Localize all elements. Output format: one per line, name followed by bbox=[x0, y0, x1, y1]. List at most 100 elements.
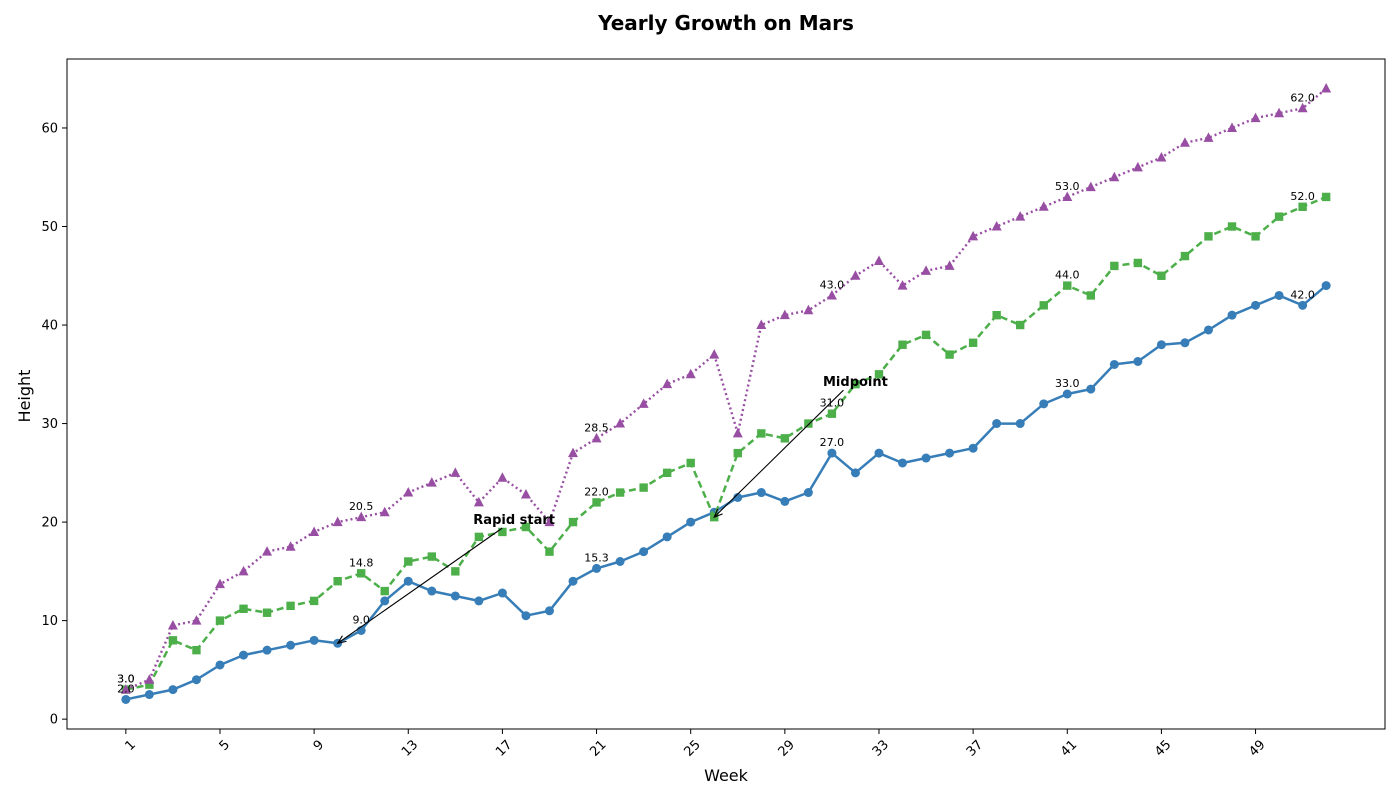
series-2-point bbox=[898, 340, 907, 349]
series-3-point bbox=[403, 487, 414, 497]
y-tick-label: 10 bbox=[41, 614, 58, 629]
series-1-point bbox=[309, 635, 319, 645]
series-1-point bbox=[921, 453, 931, 463]
series-2-point bbox=[1204, 232, 1213, 241]
series-2-point bbox=[733, 448, 742, 458]
series-1-point bbox=[850, 468, 860, 478]
series-3-point bbox=[1015, 211, 1026, 221]
series-2-point bbox=[1015, 320, 1025, 330]
series-3-point bbox=[921, 265, 932, 275]
series-1-point bbox=[521, 611, 531, 621]
y-tick-label: 20 bbox=[41, 516, 58, 531]
series-2-point bbox=[615, 488, 625, 497]
series-3-point bbox=[332, 516, 343, 527]
series-2-point bbox=[333, 577, 342, 586]
series-2-line bbox=[125, 195, 1327, 691]
series-3-point bbox=[520, 489, 531, 499]
series-1-point bbox=[1086, 384, 1096, 394]
series-2-point bbox=[215, 616, 225, 625]
series-1-point bbox=[615, 557, 625, 566]
series-2-point bbox=[1086, 291, 1096, 300]
annotation-arrowhead bbox=[713, 508, 723, 519]
series-3-point bbox=[1297, 102, 1308, 113]
series-2-point bbox=[1039, 301, 1048, 310]
x-tick-label: 9 bbox=[311, 737, 327, 753]
series-2-point bbox=[568, 517, 578, 527]
series-2-point bbox=[1133, 258, 1143, 268]
series-1-point bbox=[1109, 359, 1119, 369]
series-1-point bbox=[1251, 300, 1261, 310]
series-1-point bbox=[1156, 340, 1166, 350]
series-3-point bbox=[544, 516, 555, 527]
x-tick-label: 21 bbox=[587, 737, 609, 759]
x-axis: 1 5 9 13 17 21 25 29 33 37 41 45 49 bbox=[122, 729, 1269, 760]
y-axis: 0 10 20 30 40 50 60 bbox=[41, 121, 67, 728]
series-3-point bbox=[120, 684, 131, 694]
series-3-point bbox=[638, 398, 649, 408]
series-2-point bbox=[804, 419, 813, 428]
series-3-point bbox=[1227, 122, 1238, 132]
point-label: 53.0 bbox=[1055, 180, 1080, 193]
series-1-point bbox=[827, 448, 837, 458]
x-tick-label: 29 bbox=[776, 737, 798, 759]
series-1-point bbox=[568, 576, 578, 586]
point-label: 27.0 bbox=[820, 436, 845, 449]
point-label: 20.5 bbox=[349, 500, 374, 513]
y-tick-label: 0 bbox=[50, 713, 58, 728]
series-3-point bbox=[1179, 137, 1190, 147]
series-2-point bbox=[1063, 281, 1072, 290]
y-tick-label: 40 bbox=[41, 319, 58, 334]
x-tick-label: 45 bbox=[1152, 737, 1174, 759]
annotation-arrow bbox=[337, 527, 503, 644]
x-tick-label: 37 bbox=[964, 737, 986, 759]
series-1-point bbox=[898, 458, 908, 468]
series-3-point bbox=[944, 260, 955, 270]
x-tick-label: 41 bbox=[1058, 737, 1080, 759]
series-3-point bbox=[1038, 201, 1049, 211]
series-1-point bbox=[215, 660, 225, 670]
series-3-point bbox=[497, 472, 508, 482]
series-2-point bbox=[262, 608, 272, 617]
series-3-point bbox=[144, 674, 155, 684]
y-tick-label: 50 bbox=[41, 220, 58, 235]
series-2-point bbox=[1321, 192, 1331, 202]
series-2-point bbox=[380, 586, 389, 596]
series-1-point bbox=[497, 588, 507, 598]
series-3-point bbox=[803, 304, 814, 315]
series-3-point bbox=[1321, 83, 1332, 93]
series-3-point bbox=[1062, 191, 1073, 201]
series-1-point bbox=[992, 419, 1002, 429]
annotations: Rapid start Midpoint bbox=[336, 375, 888, 645]
series-2-point bbox=[239, 604, 248, 613]
series-2-point bbox=[168, 636, 178, 645]
y-tick-label: 60 bbox=[41, 121, 58, 136]
series-1-point bbox=[803, 488, 813, 498]
series-1-point bbox=[286, 640, 296, 650]
series-2-point bbox=[145, 680, 154, 689]
series-2-point bbox=[451, 567, 460, 576]
series-2-point bbox=[757, 429, 766, 438]
series-3-point bbox=[873, 255, 884, 265]
series-2-point bbox=[1274, 212, 1284, 221]
series-2-point bbox=[686, 458, 695, 468]
series-1-point bbox=[168, 685, 178, 695]
series-3-point bbox=[473, 496, 484, 507]
series-3-line bbox=[125, 87, 1327, 691]
series-3-point bbox=[1085, 181, 1096, 192]
series-2-point bbox=[1110, 261, 1119, 271]
series-2-point bbox=[498, 527, 507, 537]
series-1-point bbox=[121, 694, 131, 704]
series-1-point bbox=[1133, 356, 1143, 366]
series-3-point bbox=[356, 511, 367, 522]
series-3-point bbox=[450, 467, 461, 477]
series-3-point bbox=[991, 221, 1002, 231]
series-2-point bbox=[968, 338, 978, 347]
series-1-point bbox=[756, 488, 766, 498]
series-3-point bbox=[968, 230, 979, 241]
point-label: 15.3 bbox=[584, 551, 609, 564]
series-1-point bbox=[450, 591, 460, 601]
series-3-point bbox=[191, 615, 202, 625]
point-label: 43.0 bbox=[820, 278, 845, 291]
series-1-point bbox=[968, 443, 978, 453]
